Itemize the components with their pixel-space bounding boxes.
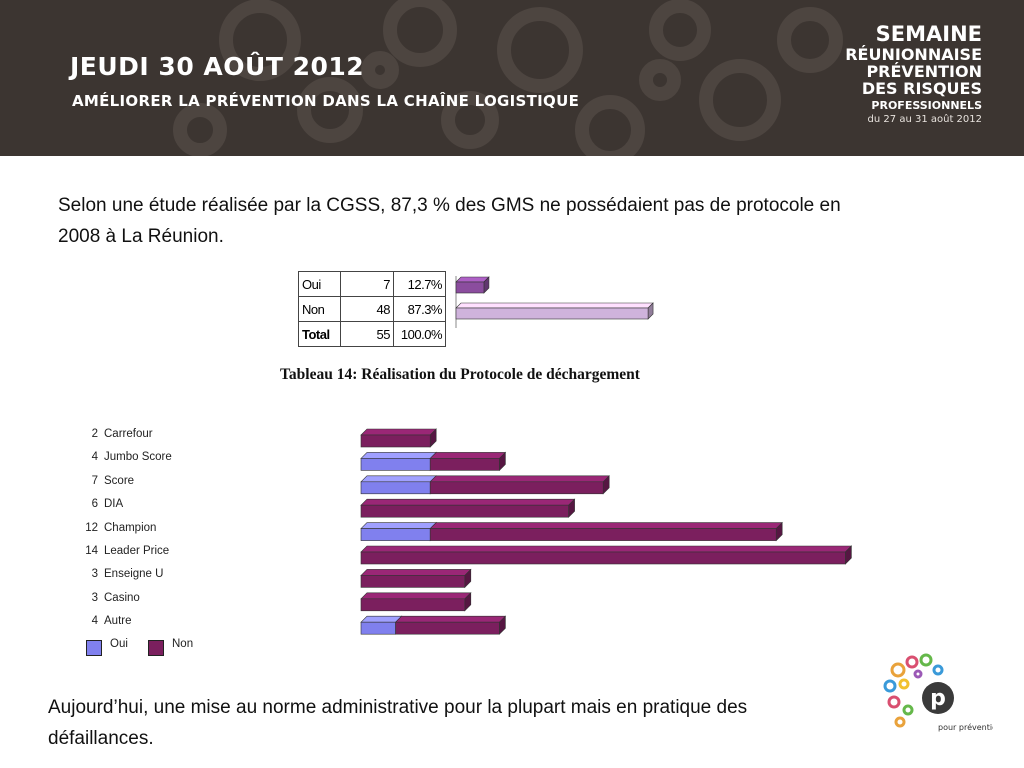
row-pct: 87.3% bbox=[393, 296, 446, 322]
bar-casino-non bbox=[360, 592, 472, 612]
category-total: 4 bbox=[91, 451, 98, 464]
category-label: 2 Carrefour bbox=[80, 428, 153, 440]
event-dates: du 27 au 31 août 2012 bbox=[867, 114, 982, 125]
category-name: Casino bbox=[104, 591, 140, 604]
category-total: 4 bbox=[91, 615, 98, 628]
bar-champion-oui bbox=[360, 521, 437, 542]
category-name: Carrefour bbox=[104, 428, 153, 440]
bar-leader-price-non bbox=[360, 545, 853, 565]
event-line-4: DES RISQUES bbox=[861, 79, 982, 98]
category-total: 3 bbox=[91, 568, 98, 581]
row-label: Oui bbox=[298, 271, 341, 297]
legend-label-non: Non bbox=[172, 638, 194, 650]
category-total: 3 bbox=[91, 591, 98, 604]
page-subtitle: AMÉLIORER LA PRÉVENTION DANS LA CHAÎNE L… bbox=[72, 92, 580, 110]
legend-swatch-non bbox=[148, 640, 164, 656]
intro-text: Selon une étude réalisée par la CGSS, 87… bbox=[58, 195, 841, 247]
conclusion-text: Aujourd’hui, une mise au norme administr… bbox=[48, 697, 748, 749]
event-logo: SEMAINE RÉUNIONNAISE PRÉVENTION DES RISQ… bbox=[845, 24, 982, 125]
decorative-circles bbox=[173, 0, 843, 156]
bar-score-oui bbox=[360, 475, 437, 495]
category-label: 3 Enseigne U bbox=[80, 568, 164, 581]
total-pct: 100.0% bbox=[393, 321, 446, 347]
bar-jumbo-score-non bbox=[429, 451, 507, 472]
page-title: JEUDI 30 AOÛT 2012 bbox=[70, 52, 365, 81]
category-label: 14 Leader Price bbox=[80, 545, 169, 557]
category-total: 14 bbox=[85, 545, 98, 557]
bar-champion-non bbox=[429, 521, 783, 542]
legend-swatch-oui bbox=[86, 640, 102, 656]
total-count: 55 bbox=[340, 321, 394, 347]
event-line-3: PRÉVENTION bbox=[866, 62, 982, 81]
event-line-2: RÉUNIONNAISE bbox=[845, 45, 982, 64]
bar-autre-non bbox=[394, 615, 507, 635]
category-name: Jumbo Score bbox=[104, 451, 172, 464]
row-label: Non bbox=[298, 296, 341, 322]
small-bar-oui bbox=[455, 276, 490, 294]
row-count: 48 bbox=[340, 296, 394, 322]
bar-score-non bbox=[429, 475, 610, 495]
category-name: Leader Price bbox=[104, 545, 170, 557]
category-name: Enseigne U bbox=[104, 568, 164, 581]
category-label: 12 Champion bbox=[80, 522, 156, 534]
logo-letter: p bbox=[930, 686, 946, 711]
stacked-bar-chart bbox=[360, 428, 853, 635]
table-row: Non 48 87.3% bbox=[298, 296, 446, 322]
category-total: 7 bbox=[91, 474, 98, 487]
bar-dia-non bbox=[360, 498, 576, 518]
small-bar-non bbox=[455, 302, 654, 320]
total-label: Total bbox=[298, 321, 341, 347]
legend-label-oui: Oui bbox=[110, 638, 128, 650]
row-count: 7 bbox=[340, 271, 394, 297]
category-label: 7 Score bbox=[80, 475, 134, 487]
event-line-1: SEMAINE bbox=[875, 22, 982, 46]
logo-text: pour prévention bbox=[938, 722, 993, 732]
category-name: Champion bbox=[104, 521, 157, 534]
row-pct: 12.7% bbox=[393, 271, 446, 297]
category-name: DIA bbox=[104, 498, 124, 511]
category-label: 4 Jumbo Score bbox=[80, 451, 172, 463]
category-total: 12 bbox=[85, 521, 98, 534]
category-total: 6 bbox=[91, 498, 98, 511]
table-row-total: Total 55 100.0% bbox=[298, 321, 446, 347]
bar-jumbo-score-oui bbox=[360, 451, 437, 472]
category-name: Autre bbox=[104, 615, 132, 628]
bar-carrefour-non bbox=[360, 428, 437, 448]
category-label: 6 DIA bbox=[80, 498, 124, 511]
table-row: Oui 7 12.7% bbox=[298, 271, 446, 297]
summary-table: Oui 7 12.7% Non 48 87.3% Total 55 100.0% bbox=[298, 271, 446, 347]
chart-caption: Tableau 14: Réalisation du Protocole de … bbox=[280, 366, 640, 383]
bar-enseigne-u-non bbox=[360, 568, 472, 589]
event-line-5: PROFESSIONNELS bbox=[871, 99, 982, 112]
category-label: 4 Autre bbox=[80, 615, 132, 627]
logo-circle bbox=[922, 682, 954, 714]
header-banner: JEUDI 30 AOÛT 2012 AMÉLIORER LA PRÉVENTI… bbox=[0, 0, 1024, 156]
category-total: 2 bbox=[91, 428, 98, 440]
category-label: 3 Casino bbox=[80, 592, 140, 604]
small-bar-chart bbox=[455, 276, 654, 328]
category-name: Score bbox=[104, 474, 135, 487]
pour-prevention-logo: p pour prévention bbox=[883, 653, 993, 732]
